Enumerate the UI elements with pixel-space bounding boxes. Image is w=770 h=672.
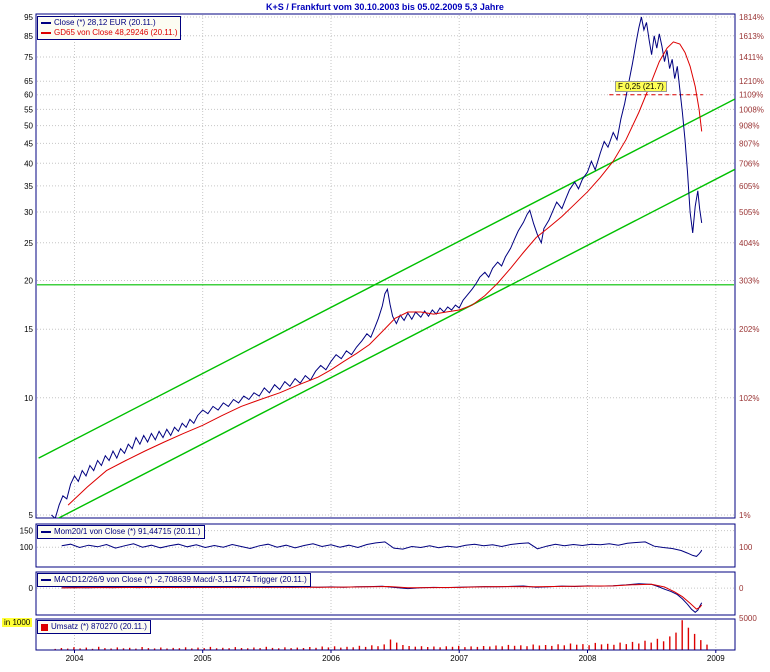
percent-axis-tick-label: 908% (739, 122, 759, 131)
momentum-line-swatch-icon (41, 531, 51, 533)
macd-right-tick-label: 0 (739, 584, 744, 593)
x-axis-tick-label: 2009 (707, 654, 725, 663)
momentum-axis-tick-label: 150 (20, 527, 34, 536)
price-axis-tick-label: 40 (24, 159, 33, 168)
legend-row-volume: Umsatz (*) 870270 (20.11.) (41, 622, 147, 632)
legend-row-gd65: GD65 von Close 48,29246 (20.11.) (41, 28, 177, 38)
volume-legend[interactable]: Umsatz (*) 870270 (20.11.) (37, 620, 151, 634)
macd-axis-tick-label: 0 (29, 584, 34, 593)
series-mom20/1-line (61, 541, 703, 557)
percent-axis-tick-label: 807% (739, 139, 759, 148)
volume-square-swatch-icon (41, 623, 48, 631)
percent-axis-tick-label: 1008% (739, 105, 764, 114)
fibonacci-tag[interactable]: F 0,25 (21.7) (615, 81, 667, 92)
legend-row-macd: MACD12/26/9 von Close (*) -2,708639 Macd… (41, 575, 307, 585)
price-axis-tick-label: 45 (24, 139, 33, 148)
series-trigger-line (61, 583, 703, 610)
momentum-legend-label: Mom20/1 von Close (*) 91,44715 (20.11.) (54, 527, 201, 536)
price-axis-tick-label: 55 (24, 105, 33, 114)
percent-axis-tick-label: 1814% (739, 13, 764, 22)
price-axis-tick-label: 65 (24, 77, 33, 86)
price-axis-tick-label: 30 (24, 208, 33, 217)
price-axis-tick-label: 20 (24, 277, 33, 286)
momentum-legend[interactable]: Mom20/1 von Close (*) 91,44715 (20.11.) (37, 525, 205, 539)
chart-title: K+S / Frankfurt vom 30.10.2003 bis 05.02… (266, 2, 504, 12)
price-axis-tick-label: 15 (24, 325, 33, 334)
price-axis-tick-label: 5 (29, 511, 34, 520)
legend-row-momentum: Mom20/1 von Close (*) 91,44715 (20.11.) (41, 527, 201, 537)
volume-legend-label: Umsatz (*) 870270 (20.11.) (51, 622, 147, 631)
volume-panel (35, 618, 736, 651)
legend-row-close: Close (*) 28,12 EUR (20.11.) (41, 18, 177, 28)
price-panel (35, 13, 736, 519)
x-axis-tick-label: 2004 (66, 654, 84, 663)
x-axis-tick-label: 2007 (450, 654, 468, 663)
percent-axis-tick-label: 1613% (739, 32, 764, 41)
gd65-line-swatch-icon (41, 32, 51, 34)
price-legend[interactable]: Close (*) 28,12 EUR (20.11.) GD65 von Cl… (37, 16, 182, 40)
percent-axis-tick-label: 404% (739, 239, 759, 248)
x-axis-tick-label: 2005 (194, 654, 212, 663)
momentum-axis-tick-label: 100 (20, 543, 34, 552)
trend-channel-line[interactable] (39, 168, 735, 528)
price-axis-tick-label: 10 (24, 394, 33, 403)
close-legend-label: Close (*) 28,12 EUR (20.11.) (54, 18, 156, 27)
percent-axis-tick-label: 706% (739, 159, 759, 168)
percent-axis-tick-label: 1% (739, 511, 751, 520)
percent-axis-tick-label: 505% (739, 208, 759, 217)
percent-axis-tick-label: 102% (739, 394, 759, 403)
percent-axis-tick-label: 1210% (739, 77, 764, 86)
trend-channel-line[interactable] (38, 98, 735, 459)
price-axis-tick-label: 85 (24, 32, 33, 41)
percent-axis-tick-label: 605% (739, 182, 759, 191)
percent-axis-tick-label: 1109% (739, 91, 763, 100)
price-axis-tick-label: 50 (24, 122, 33, 131)
percent-axis-tick-label: 303% (739, 277, 759, 286)
price-axis-tick-label: 95 (24, 13, 33, 22)
momentum-right-tick-label: 100 (739, 543, 753, 552)
macd-legend-label: MACD12/26/9 von Close (*) -2,708639 Macd… (54, 575, 307, 584)
price-axis-tick-label: 60 (24, 91, 33, 100)
gd65-legend-label: GD65 von Close 48,29246 (20.11.) (54, 28, 178, 37)
volume-unit-label: in 1000 (2, 618, 33, 627)
price-axis-tick-label: 35 (24, 182, 33, 191)
price-axis-tick-label: 25 (24, 239, 33, 248)
series-close-line (51, 16, 703, 518)
close-line-swatch-icon (41, 22, 51, 24)
percent-axis-tick-label: 1411% (739, 53, 763, 62)
x-axis-tick-label: 2006 (322, 654, 340, 663)
x-axis-tick-label: 2008 (579, 654, 597, 663)
series-gd65-line (67, 41, 703, 506)
macd-line-swatch-icon (41, 579, 51, 581)
volume-right-tick-label: 5000 (739, 614, 757, 623)
price-axis-tick-label: 75 (24, 53, 33, 62)
percent-axis-tick-label: 202% (739, 325, 759, 334)
macd-legend[interactable]: MACD12/26/9 von Close (*) -2,708639 Macd… (37, 573, 311, 587)
